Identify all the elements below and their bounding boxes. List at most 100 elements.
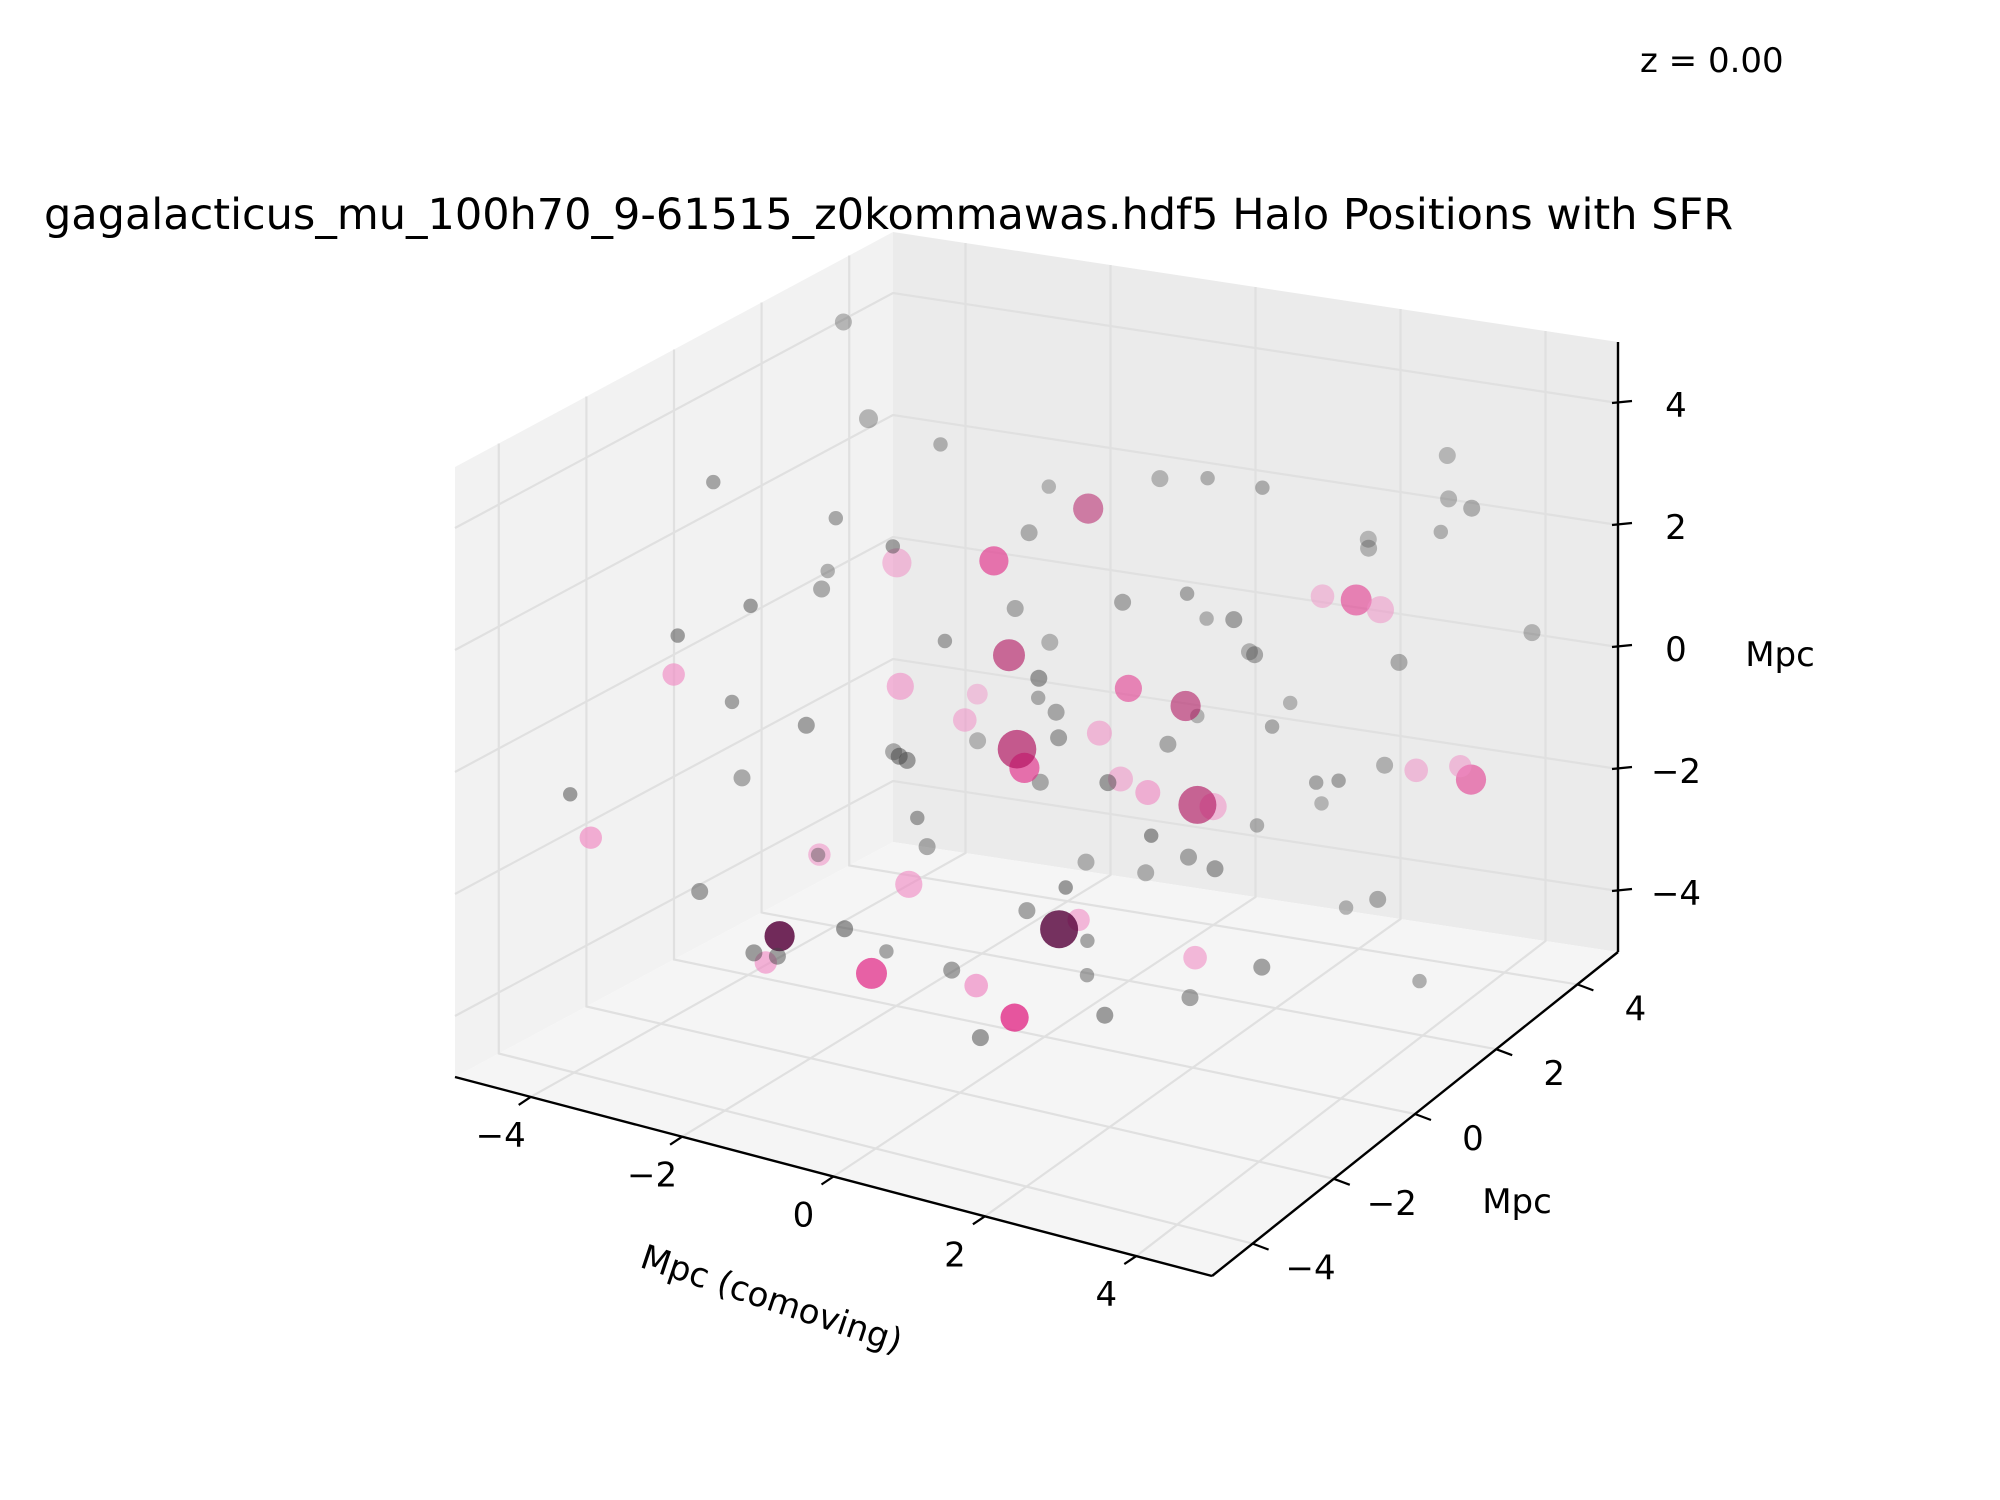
y-tick-label: 4 <box>1625 989 1647 1029</box>
x-grid-line <box>681 265 1112 1138</box>
halo-point <box>953 708 977 732</box>
halo-point <box>1096 1006 1114 1024</box>
halo-point <box>1376 756 1394 774</box>
z-grid-line <box>454 413 1619 651</box>
halo-point <box>1170 690 1201 722</box>
y-grid-line <box>848 255 1578 986</box>
z-tick-mark <box>1611 765 1633 771</box>
z-tick-label: −2 <box>1651 752 1701 792</box>
x-grid-line <box>530 243 967 1098</box>
halo-point <box>1255 480 1270 495</box>
halo-point <box>1340 584 1372 616</box>
halo-point <box>1030 669 1048 687</box>
halo-point <box>1200 471 1215 486</box>
halo-point <box>662 663 685 686</box>
halo-point <box>895 870 923 898</box>
halo-point <box>1433 524 1449 540</box>
halo-point <box>670 628 685 643</box>
halo-point <box>1151 470 1169 488</box>
x-tick-mark <box>820 1175 835 1186</box>
z-tick-mark <box>1611 643 1633 649</box>
y-tick-label: −4 <box>1286 1249 1336 1289</box>
halo-point <box>1135 780 1161 805</box>
y-tick-label: 0 <box>1462 1119 1484 1159</box>
halo-point <box>1114 674 1142 703</box>
halo-point <box>964 973 988 998</box>
z-grid-line <box>454 291 1619 529</box>
z-tick-label: 0 <box>1665 630 1687 670</box>
halo-point <box>1449 755 1472 778</box>
x-tick-label: −2 <box>627 1156 677 1196</box>
halo-point <box>937 633 953 649</box>
halo-point <box>969 732 987 750</box>
halo-point <box>1006 600 1024 617</box>
halo-point <box>1438 447 1456 464</box>
halo-point <box>1309 775 1324 790</box>
halo-point <box>966 683 988 705</box>
halo-point <box>859 409 878 429</box>
halo-point <box>733 769 751 787</box>
halo-point <box>1206 860 1224 878</box>
z-tick-label: −4 <box>1651 874 1701 914</box>
y-grid-line <box>585 396 1335 1180</box>
x-tick-label: −4 <box>476 1116 526 1156</box>
z-tick-mark <box>1611 399 1633 405</box>
halo-point <box>797 716 815 734</box>
halo-point <box>808 843 831 866</box>
halo-point <box>1412 973 1427 989</box>
halo-point <box>918 838 936 856</box>
halo-point <box>1114 593 1132 611</box>
x-tick-mark <box>972 1215 986 1226</box>
halo-point <box>1283 695 1298 711</box>
x-tick-mark <box>518 1095 532 1106</box>
y-tick-mark <box>1495 1048 1513 1057</box>
halo-point <box>1440 490 1458 508</box>
halo-point <box>885 539 900 554</box>
halo-point <box>764 921 795 952</box>
x-tick-label: 2 <box>944 1235 966 1275</box>
halo-point <box>1080 933 1095 948</box>
halo-point <box>834 313 852 331</box>
halo-point <box>1040 910 1079 949</box>
halo-point <box>1178 785 1217 824</box>
halo-point <box>971 1029 989 1047</box>
redshift-annotation: z = 0.00 <box>1640 41 1784 81</box>
halo-point <box>979 546 1009 576</box>
halo-point <box>1180 848 1197 866</box>
chart-title: gagalacticus_mu_100h70_9-61515_z0kommawa… <box>44 190 1733 240</box>
halo-point <box>706 474 721 490</box>
halo-point <box>1031 690 1046 705</box>
halo-point <box>1018 902 1036 920</box>
halo-point <box>890 747 908 765</box>
halo-point <box>1077 853 1095 871</box>
halo-point <box>1099 774 1117 792</box>
y-tick-mark <box>1577 983 1594 992</box>
halo-point <box>1179 586 1195 601</box>
halo-point <box>1047 703 1065 721</box>
halo-point <box>882 548 912 578</box>
halo-point <box>1144 828 1159 843</box>
data-points <box>563 313 1541 1047</box>
halo-point <box>1369 890 1387 908</box>
halo-point <box>1086 720 1112 746</box>
x-tick-mark <box>669 1135 683 1146</box>
halo-point <box>768 947 786 965</box>
halo-point <box>745 944 763 962</box>
y-tick-mark <box>1414 1112 1432 1122</box>
halo-point <box>743 598 758 613</box>
halo-point <box>1041 479 1057 494</box>
halo-point <box>1253 958 1271 976</box>
z-grid-line <box>454 657 1619 895</box>
z-tick-label: 4 <box>1665 386 1687 426</box>
x-axis-label: Mpc (comoving) <box>636 1237 908 1362</box>
halo-point <box>1264 719 1280 734</box>
tick-labels: −4 −2 0 2 4 −4 −2 0 2 4 −4 −2 0 2 4 <box>476 386 1701 1315</box>
z-axis-label: Mpc <box>1745 635 1815 675</box>
halo-point <box>1041 633 1059 651</box>
y-tick-mark <box>1252 1242 1269 1251</box>
halo-point <box>820 563 835 579</box>
halo-point <box>810 847 826 863</box>
halo-point <box>856 957 887 989</box>
halo-point <box>836 920 854 938</box>
